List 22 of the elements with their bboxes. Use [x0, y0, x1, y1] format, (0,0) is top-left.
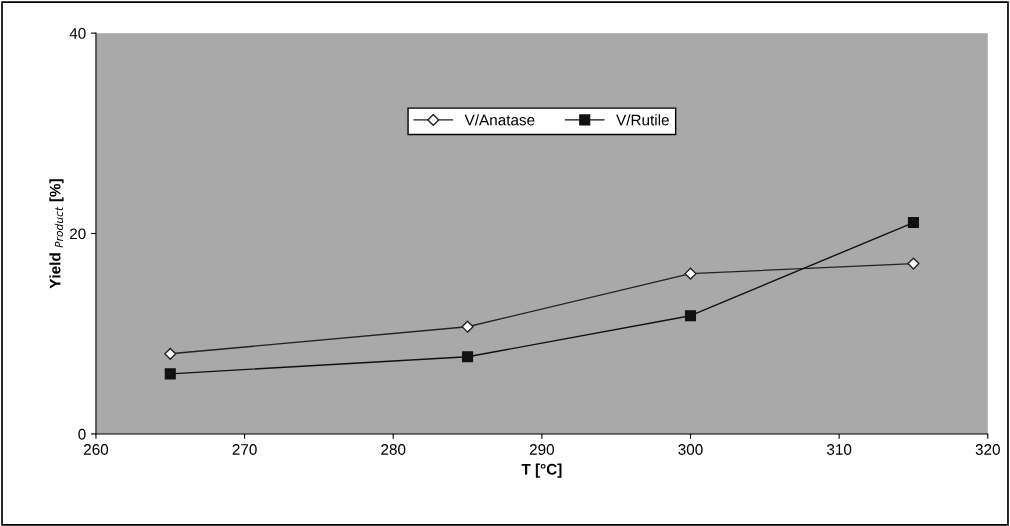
y-tick-label: 40: [69, 28, 86, 39]
point: [461, 320, 474, 333]
x-tick-label: 290: [529, 444, 555, 455]
point: [461, 351, 474, 363]
legend-label: V/Rutile: [616, 114, 669, 126]
x-axis-title: T [°C]: [521, 463, 562, 478]
x-tick-label: 270: [232, 444, 257, 455]
x-tick-label: 260: [83, 444, 109, 455]
y-tick-label: 20: [70, 228, 86, 240]
x-tick-label: 320: [975, 444, 1000, 455]
y-axis-title: Yield $_{Product}$ [%]: [49, 179, 64, 289]
x-tick-label: 280: [381, 444, 406, 455]
x-tick-label: 310: [826, 444, 852, 455]
point: [164, 368, 176, 380]
x-tick-label: 300: [678, 444, 703, 455]
y-tick-label: 0: [78, 428, 86, 440]
point: [684, 310, 697, 322]
point: [684, 267, 697, 280]
legend-label: V/Anatase: [464, 114, 535, 126]
point: [907, 216, 920, 229]
point: [907, 257, 920, 270]
point: [164, 347, 177, 360]
